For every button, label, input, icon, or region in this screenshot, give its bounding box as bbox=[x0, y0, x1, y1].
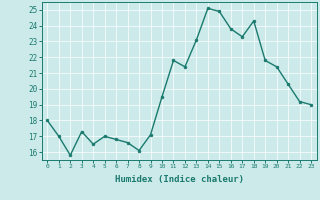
X-axis label: Humidex (Indice chaleur): Humidex (Indice chaleur) bbox=[115, 175, 244, 184]
